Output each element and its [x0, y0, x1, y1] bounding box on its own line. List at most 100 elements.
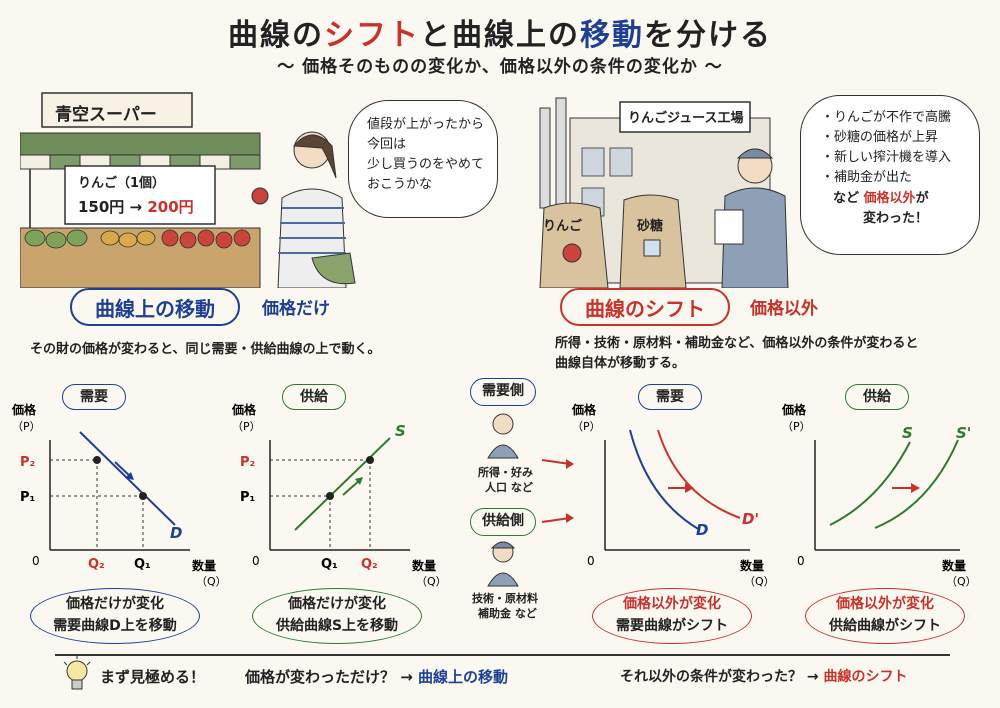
supply-move-label: 供給	[282, 384, 346, 410]
footer-lead: まず見極める！	[100, 668, 206, 686]
note-line: 価格だけが変化	[66, 596, 164, 612]
footer-divider	[55, 654, 950, 656]
sugar-bag-label: 砂糖	[637, 219, 664, 234]
demand-move-chart: 価格 （P） 0 数量 （Q） P₂ P₁ Q₂ Q₁ D	[11, 402, 220, 588]
tail-red: 価格以外	[863, 190, 916, 206]
thought-line: 今回は	[367, 137, 407, 153]
red-arrowhead	[566, 459, 574, 469]
point-p1	[326, 492, 334, 500]
left-section-tag: 価格だけ	[262, 299, 330, 319]
supply-factors: 補助金 など	[478, 607, 537, 620]
supply-shift-note: 価格以外が変化 供給曲線がシフト	[805, 588, 965, 644]
thought-line: 値段が上がったから	[367, 117, 485, 132]
ylabel-unit: （P）	[232, 420, 261, 433]
xlabel: 数量	[412, 558, 436, 573]
shift-arrowhead	[685, 483, 694, 493]
point-p2	[366, 456, 374, 464]
note-line: 価格だけが変化	[288, 596, 386, 612]
supply-curve-s	[829, 441, 911, 526]
page-title: 曲線のシフトと曲線上の移動を分ける	[0, 10, 1000, 54]
origin-label: 0	[797, 554, 805, 568]
curve-label-s: S	[902, 424, 913, 442]
bullet-text: 新しい搾汁機を導入	[834, 150, 952, 166]
bullet-text: 砂糖の価格が上昇	[834, 130, 939, 146]
description-line: 曲線自体が移動する。	[555, 356, 686, 372]
factory-bullet: ・砂糖の価格が上昇	[821, 130, 939, 146]
factory-illustration	[539, 97, 789, 288]
ylabel: 価格	[231, 402, 257, 417]
right-section-description: 所得・技術・原材料・補助金など、価格以外の条件が変わると 曲線自体が移動する。	[555, 334, 918, 374]
tail-text: が	[915, 190, 929, 206]
supply-curve	[294, 437, 391, 531]
note-line: 供給曲線S上を移動	[275, 618, 399, 635]
red-arrow	[541, 517, 571, 523]
origin-label: 0	[587, 554, 595, 568]
origin-label: 0	[252, 554, 260, 568]
note-line: 需要曲線D上を移動	[53, 618, 177, 635]
note-line: 価格以外が変化	[836, 596, 934, 612]
xlabel-unit: （Q）	[744, 575, 775, 588]
note-line: 供給曲線がシフト	[829, 618, 941, 635]
apple-bag-label: りんご	[543, 219, 583, 234]
bullet-text: りんごが不作で高騰	[834, 110, 952, 125]
footer-q1: 価格が変わっただけ？ → 曲線上の移動	[245, 666, 508, 687]
move-arrowhead	[125, 472, 134, 480]
demand-factors: 所得・好み	[478, 466, 533, 479]
demand-shift-note: 価格以外が変化 需要曲線がシフト	[592, 588, 752, 644]
demand-shift-label: 需要	[638, 384, 702, 410]
title-part: を分ける	[644, 18, 772, 53]
footer-q2: それ以外の条件が変わった？ → 曲線のシフト	[620, 666, 907, 686]
q1-label: Q₁	[134, 557, 151, 572]
tail-text: など	[833, 190, 860, 206]
factory-bullet: ・りんごが不作で高騰	[821, 110, 952, 125]
move-arrowhead	[355, 477, 363, 485]
old-price: 150円	[78, 198, 125, 216]
shift-arrowhead	[911, 483, 920, 493]
store-sign: 青空スーパー	[55, 105, 157, 125]
red-arrow	[541, 459, 571, 465]
ylabel-unit: （P）	[572, 420, 601, 433]
p1-label: P₁	[240, 490, 255, 505]
footer-question: それ以外の条件が変わった？ →	[620, 669, 819, 685]
demand-move-note: 価格だけが変化 需要曲線D上を移動	[30, 588, 200, 644]
point-p2	[93, 456, 101, 464]
footer-answer-shift: 曲線のシフト	[823, 669, 908, 685]
thought-line: おこうかな	[367, 177, 433, 193]
curve-label-d: D	[170, 524, 182, 542]
title-move: 移動	[580, 18, 644, 53]
factory-bullet: ・新しい搾汁機を導入	[821, 150, 952, 166]
factory-tail: など 価格以外が	[821, 189, 979, 209]
ylabel-unit: （P）	[12, 420, 41, 433]
demand-move-label: 需要	[62, 384, 126, 410]
p2-label: P₂	[20, 455, 35, 470]
demand-factors: 人口 など	[485, 481, 533, 494]
supply-shift-label: 供給	[845, 384, 909, 410]
supply-shift-chart: 価格 （P） 0 数量 （Q） S S'	[781, 402, 977, 588]
factory-thought-bubble: ・りんごが不作で高騰 ・砂糖の価格が上昇 ・新しい搾汁機を導入 ・補助金が出た …	[800, 95, 980, 255]
supermarket-illustration	[20, 92, 356, 288]
right-section-heading: 曲線のシフト	[560, 288, 730, 326]
title-shift: シフト	[324, 18, 420, 53]
left-section-heading: 曲線上の移動	[70, 288, 240, 326]
xlabel-unit: （Q）	[196, 575, 220, 588]
xlabel: 数量	[740, 558, 764, 573]
factory-bullet: ・補助金が出た	[821, 170, 913, 186]
move-arrow	[342, 479, 361, 496]
demand-curve-d	[629, 429, 701, 531]
tail-end: 変わった！	[863, 210, 929, 226]
title-part: と曲線上の	[420, 18, 580, 53]
xlabel: 数量	[942, 558, 966, 573]
supply-move-note: 価格だけが変化 供給曲線S上を移動	[252, 588, 422, 644]
thought-line: 少し買うのをやめて	[367, 157, 485, 173]
supply-side-label: 供給側	[470, 508, 536, 536]
ylabel: 価格	[781, 402, 807, 417]
supply-move-chart: 価格 （P） 0 数量 （Q） P₂ P₁ Q₁ Q₂ S	[231, 402, 440, 588]
demand-side-label: 需要側	[470, 378, 536, 406]
title-part: 曲線の	[228, 18, 324, 53]
price-title: りんご（1個）	[78, 176, 166, 191]
page-subtitle: ～ 価格そのものの変化か、価格以外の条件の変化か ～	[277, 57, 723, 77]
red-arrowhead	[566, 513, 574, 523]
ylabel: 価格	[11, 402, 37, 417]
curve-label-s: S	[395, 422, 406, 440]
person-icon	[487, 413, 519, 459]
